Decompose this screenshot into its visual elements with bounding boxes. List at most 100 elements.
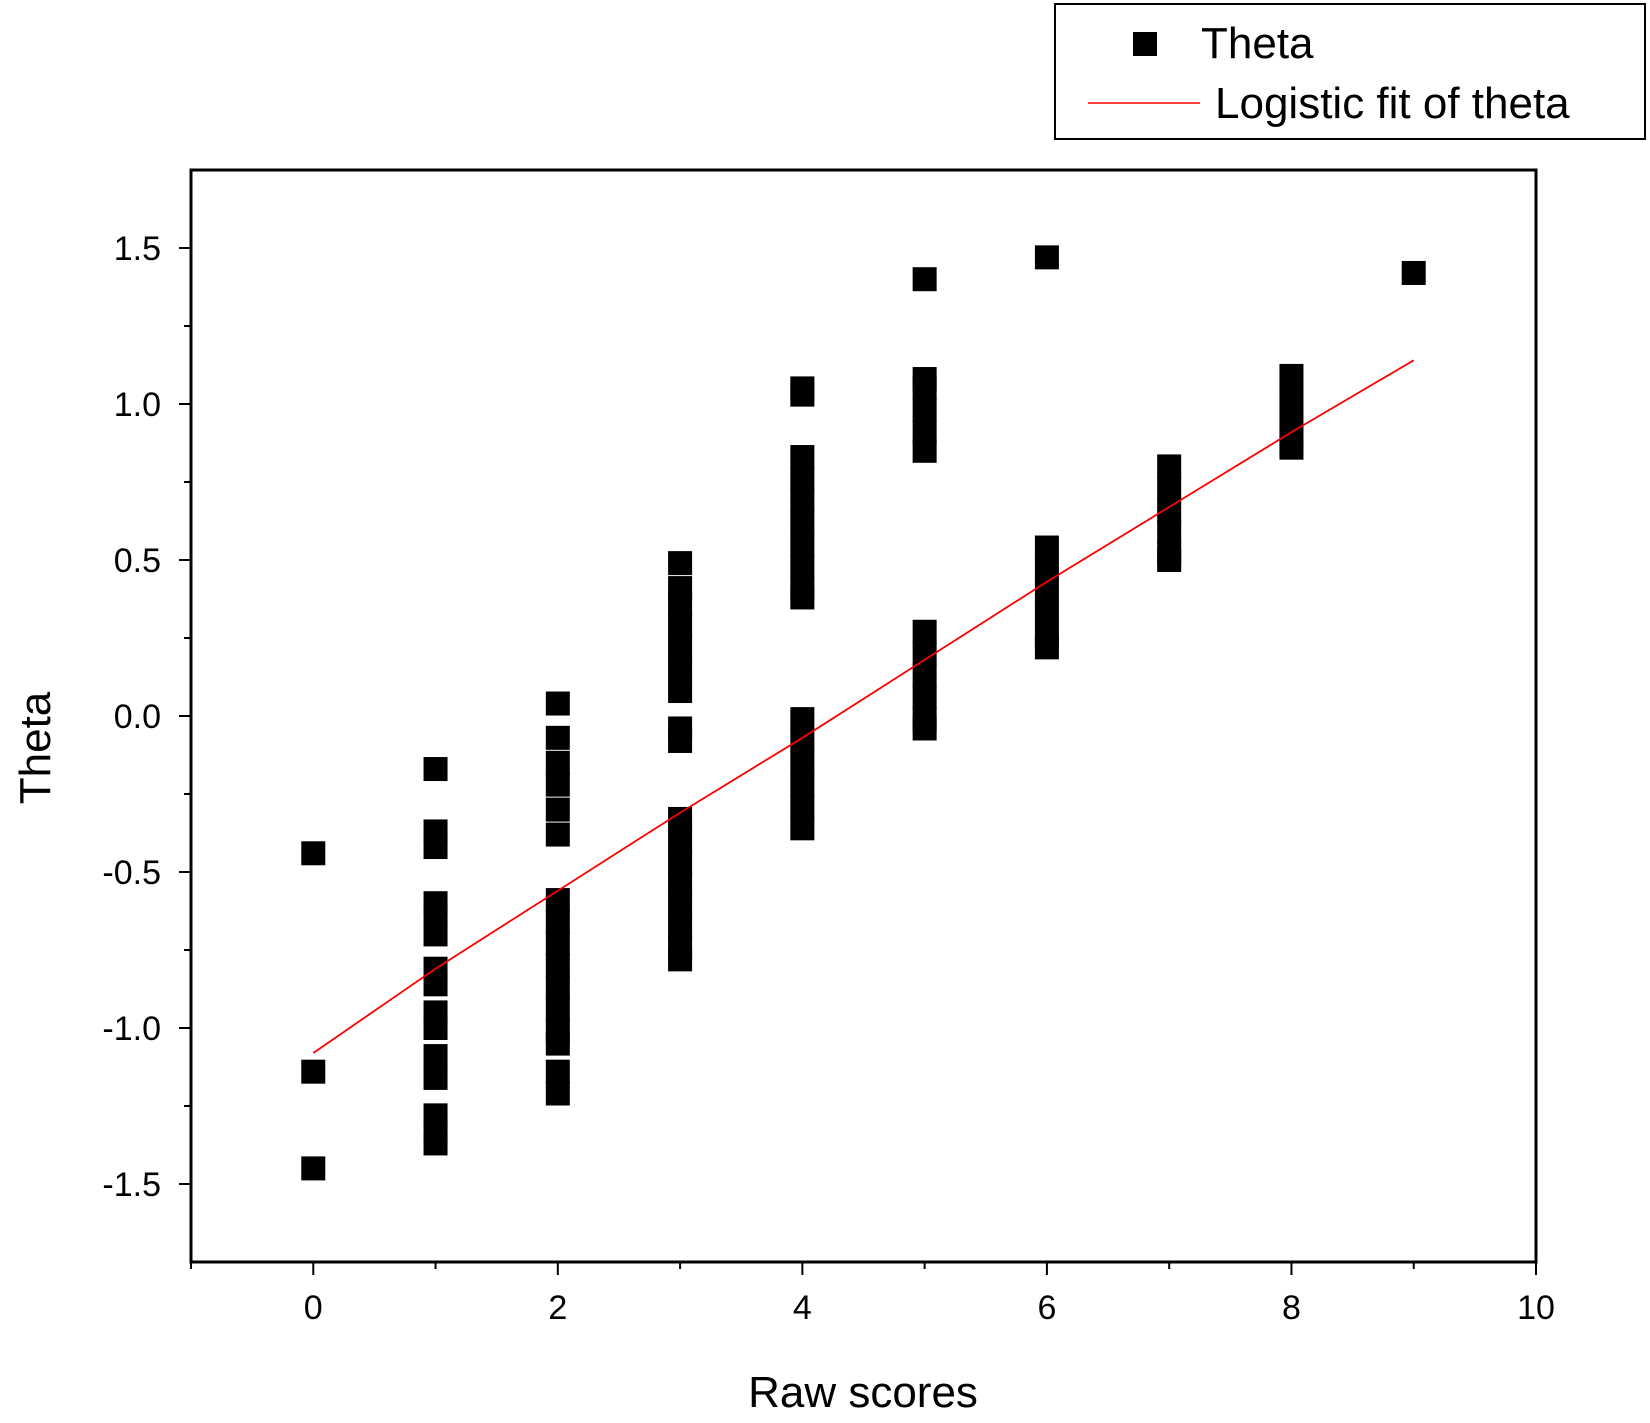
theta-point (545, 1031, 570, 1056)
theta-point (790, 488, 815, 513)
theta-point (790, 794, 815, 819)
theta-point (668, 613, 693, 638)
theta-point (1034, 579, 1059, 604)
y-tick-label: -1.0 (102, 1010, 161, 1048)
theta-point (1157, 548, 1182, 572)
theta-point (423, 1016, 448, 1040)
theta-point (790, 445, 815, 470)
theta-point (1279, 363, 1304, 388)
x-tick-label: 4 (793, 1289, 812, 1327)
y-tick-label: 0.0 (114, 698, 161, 736)
theta-point (668, 591, 693, 616)
theta-point (423, 757, 448, 782)
theta-point (668, 872, 693, 897)
theta-point (1034, 601, 1059, 626)
theta-point (912, 267, 937, 292)
theta-point (790, 816, 815, 841)
theta-point (545, 691, 570, 716)
theta-point (790, 707, 815, 732)
theta-point (668, 728, 693, 753)
legend-label-theta: Theta (1201, 19, 1314, 68)
theta-point (545, 725, 570, 750)
theta-point (790, 554, 815, 579)
y-tick-label: 0.5 (114, 542, 161, 580)
x-tick-label: 2 (548, 1289, 567, 1327)
theta-point (1157, 476, 1182, 501)
theta-point (545, 909, 570, 934)
theta-point (790, 382, 815, 407)
theta-point (668, 679, 693, 704)
x-tick-label: 10 (1517, 1289, 1555, 1327)
theta-point (545, 797, 570, 822)
legend-box (1054, 3, 1646, 140)
theta-point (790, 466, 815, 491)
theta-point (912, 398, 937, 423)
theta-point (790, 772, 815, 797)
theta-point (301, 1156, 326, 1181)
theta-point (545, 750, 570, 775)
theta-point (912, 438, 937, 463)
theta-point (1279, 435, 1304, 460)
x-axis-title: Raw scores (748, 1368, 978, 1417)
theta-point (545, 888, 570, 913)
theta-point (790, 532, 815, 557)
theta-point (1034, 635, 1059, 660)
theta-point (1157, 519, 1182, 544)
theta-point (912, 663, 937, 688)
logistic-fit-line (312, 359, 1415, 1054)
theta-point (668, 828, 693, 853)
theta-point (912, 619, 937, 644)
y-tick-label: -0.5 (102, 854, 161, 892)
theta-point (423, 835, 448, 860)
theta-point (545, 822, 570, 847)
theta-point (423, 922, 448, 947)
theta-point (668, 947, 693, 972)
theta-point (790, 510, 815, 535)
theta-point (423, 1044, 448, 1069)
theta-point (545, 772, 570, 797)
theta-point (912, 716, 937, 741)
legend-label-logistic-fit: Logistic fit of theta (1215, 79, 1570, 128)
theta-point (1401, 260, 1426, 285)
theta-point (668, 657, 693, 682)
theta-point (545, 997, 570, 1022)
theta-point (912, 685, 937, 710)
x-tick-label: 0 (304, 1289, 323, 1327)
y-tick-label: 1.5 (114, 230, 161, 268)
theta-point (668, 850, 693, 875)
theta-point (668, 894, 693, 919)
theta-point (668, 806, 693, 831)
theta-point (790, 585, 815, 610)
theta-point (1034, 245, 1059, 270)
theta-point (545, 1081, 570, 1106)
data-series (301, 245, 1426, 1181)
theta-point (545, 975, 570, 1000)
theta-point (423, 1131, 448, 1156)
theta-point (545, 931, 570, 956)
y-tick-label: 1.0 (114, 386, 161, 424)
theta-point (1034, 535, 1059, 560)
y-axis-title: Theta (11, 691, 60, 804)
theta-point (912, 641, 937, 666)
x-tick-label: 6 (1037, 1289, 1056, 1327)
theta-point (790, 750, 815, 775)
plot-frame (189, 168, 1538, 1264)
theta-point (1279, 385, 1304, 410)
theta-point (301, 841, 326, 866)
theta-point (668, 551, 693, 576)
theta-point (545, 1059, 570, 1084)
theta-point (668, 635, 693, 660)
theta-point (423, 972, 448, 997)
x-tick-label: 8 (1282, 1289, 1301, 1327)
theta-point (545, 953, 570, 978)
y-tick-label: -1.5 (102, 1166, 161, 1204)
theta-point (912, 376, 937, 401)
theta-point (1034, 557, 1059, 582)
y-axis: -1.5 -1.0 -0.5 0.0 0.5 1.0 1.5 (102, 230, 191, 1204)
theta-point (423, 1065, 448, 1090)
theta-point (301, 1059, 326, 1084)
legend-marker-square (1133, 32, 1157, 56)
theta-point (1157, 454, 1182, 479)
legend: Theta Logistic fit of theta (1054, 3, 1646, 140)
